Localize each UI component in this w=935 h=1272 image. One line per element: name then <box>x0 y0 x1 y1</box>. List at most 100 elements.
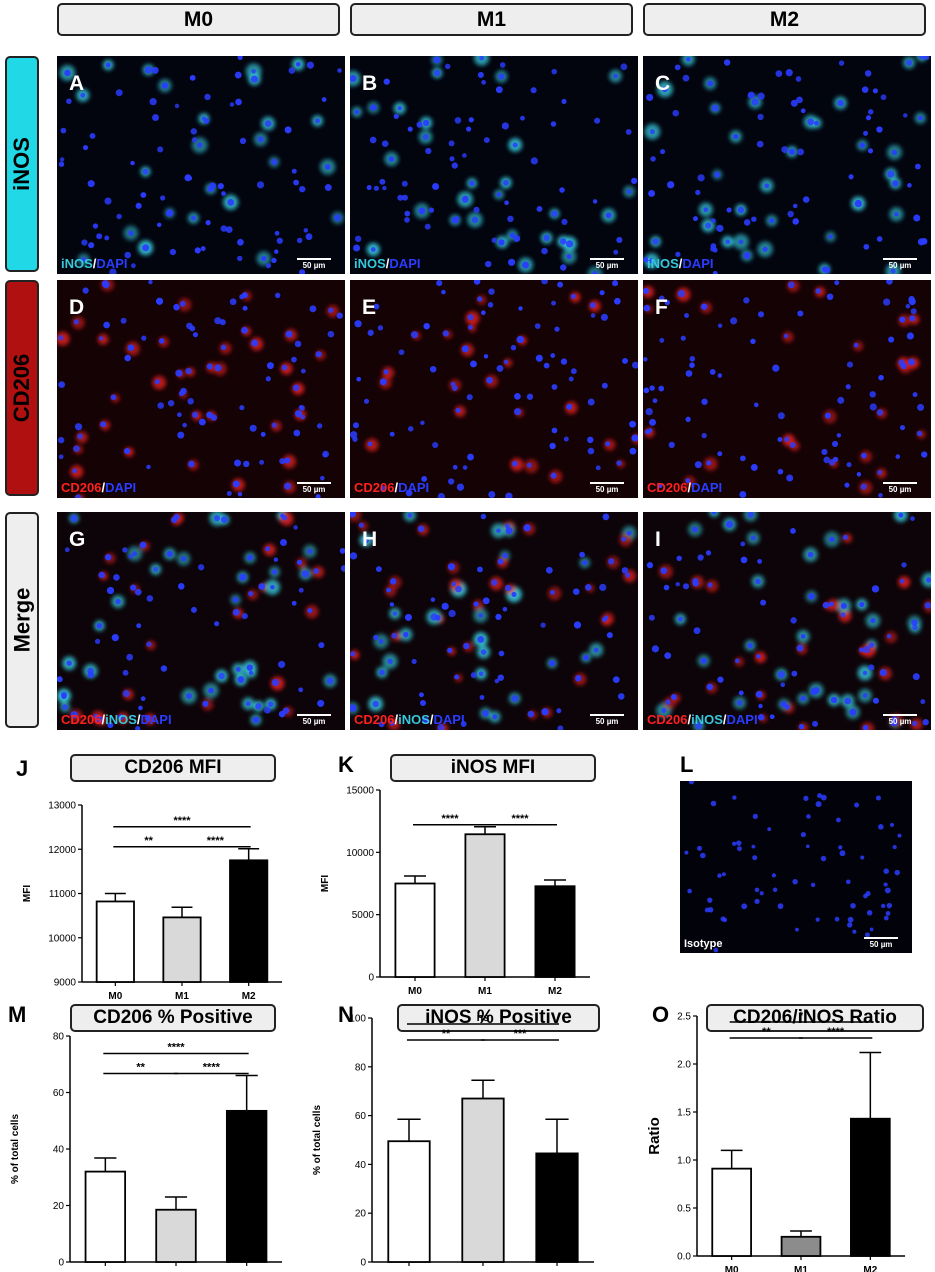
nucleus <box>883 882 888 887</box>
row-header-inos: iNOS <box>5 56 39 272</box>
nucleus <box>869 927 874 932</box>
row-header-cd206: CD206 <box>5 280 39 496</box>
y-tick-label: 1.0 <box>677 1156 691 1167</box>
y-tick-label: 13000 <box>48 801 76 812</box>
nucleus <box>838 845 843 850</box>
stain-label-part: iNOS <box>398 712 430 727</box>
stain-label-part: / <box>385 256 390 271</box>
chart-title: CD206 % Positive <box>70 1004 276 1032</box>
significance-label: ** <box>442 1028 451 1040</box>
cell-bodies <box>644 56 928 274</box>
bar-m1 <box>155 1208 197 1263</box>
stain-label-part: / <box>394 480 399 495</box>
stain-label-part: CD206 <box>61 480 102 495</box>
stain-label-part: DAPI <box>389 256 421 271</box>
nuclei <box>643 56 930 274</box>
nucleus <box>754 898 760 904</box>
stain-label-part: / <box>687 712 692 727</box>
stain-label-part: iNOS <box>61 256 93 271</box>
bar-m2 <box>535 1152 579 1263</box>
nucleus <box>886 902 893 909</box>
scale-bar-label: 50 µm <box>595 717 619 726</box>
scale-bar: 50 µm <box>590 482 624 494</box>
stain-label-part: CD206 <box>647 712 688 727</box>
chart-o: CD206/iNOS Ratio 0.0 0.5 1.0 1.5 2.0 2.5 Ratio M… <box>623 998 933 1272</box>
scale-bar: 50 µm <box>297 482 331 494</box>
nucleus <box>866 910 873 916</box>
stain-label-part: DAPI <box>105 480 137 495</box>
nucleus <box>889 822 895 827</box>
panel-letter-o: O <box>652 1002 670 1027</box>
significance-label: **** <box>511 813 529 825</box>
nucleus <box>864 932 870 938</box>
bar-m2 <box>225 1109 268 1263</box>
nucleus <box>847 922 853 928</box>
x-tick-label: M1 <box>478 986 492 997</box>
y-tick-label: 60 <box>53 1088 65 1099</box>
y-tick-label: 40 <box>355 1160 367 1171</box>
nucleus <box>736 840 742 846</box>
bar-m2 <box>850 1117 891 1257</box>
y-tick-label: 2.0 <box>677 1060 691 1071</box>
nucleus <box>834 916 840 922</box>
stain-label: iNOS/DAPI <box>61 256 127 271</box>
scale-bar: 50 µm <box>883 714 917 726</box>
nuclei <box>350 56 638 274</box>
x-tick-label: M1 <box>794 1265 808 1272</box>
nucleus <box>883 915 889 921</box>
x-tick-label: M0 <box>108 991 122 1002</box>
y-axis-label: MFI <box>22 885 33 902</box>
bar-m1 <box>461 1097 505 1263</box>
nucleus <box>897 833 902 838</box>
micrograph-panel-d: D CD206/DAPI 50 µm <box>57 280 345 498</box>
y-tick-label: 5000 <box>352 910 375 921</box>
bar-m1 <box>162 916 202 983</box>
significance-label: ** <box>136 1062 145 1074</box>
y-tick-label: 9000 <box>54 978 77 989</box>
nucleus <box>884 887 891 894</box>
nucleus <box>836 817 841 823</box>
panel-letter-m: M <box>8 1002 27 1027</box>
panel-letter: D <box>69 296 85 319</box>
stain-label-part: DAPI <box>433 712 465 727</box>
micrograph-image <box>350 56 638 274</box>
nucleus <box>847 916 854 923</box>
bar-m0 <box>84 1170 127 1263</box>
panel-letter: B <box>362 72 378 95</box>
nucleus <box>805 844 810 849</box>
nucleus <box>759 891 764 896</box>
stain-label-part: / <box>136 712 141 727</box>
nucleus <box>865 890 871 897</box>
significance-label: ** <box>762 1026 771 1038</box>
significance-label: **** <box>827 1026 845 1038</box>
scale-bar: 50 µm <box>297 258 331 270</box>
cell-bodies <box>643 280 926 495</box>
nucleus <box>697 845 703 851</box>
nucleus <box>815 801 822 808</box>
scale-bar-label: 50 µm <box>595 261 619 270</box>
nucleus <box>737 846 742 852</box>
y-tick-label: 20 <box>53 1201 65 1212</box>
scale-bar-label: 50 µm <box>888 485 912 494</box>
nucleus <box>854 802 860 808</box>
bar-m0 <box>394 882 436 978</box>
nuclei <box>57 513 345 730</box>
stain-label-part: iNOS <box>105 712 137 727</box>
nuclei <box>643 280 928 498</box>
significance-label: **** <box>203 1062 221 1074</box>
x-tick-label: M0 <box>408 986 422 997</box>
stain-label: CD206/DAPI <box>61 480 136 495</box>
panel-letter: E <box>362 296 377 319</box>
nucleus <box>751 844 756 849</box>
nucleus <box>732 795 737 800</box>
micrograph-image <box>57 512 345 730</box>
y-tick-label: 0.0 <box>677 1252 691 1263</box>
chart-title: iNOS % Positive <box>397 1004 600 1032</box>
nucleus <box>815 917 820 922</box>
micrograph-panel-e: E CD206/DAPI 50 µm <box>350 280 638 498</box>
nucleus <box>792 878 798 885</box>
chart-m: CD206 % Positive 0 20 40 60 80 % of total cell… <box>0 998 300 1272</box>
y-tick-label: 20 <box>355 1209 367 1220</box>
